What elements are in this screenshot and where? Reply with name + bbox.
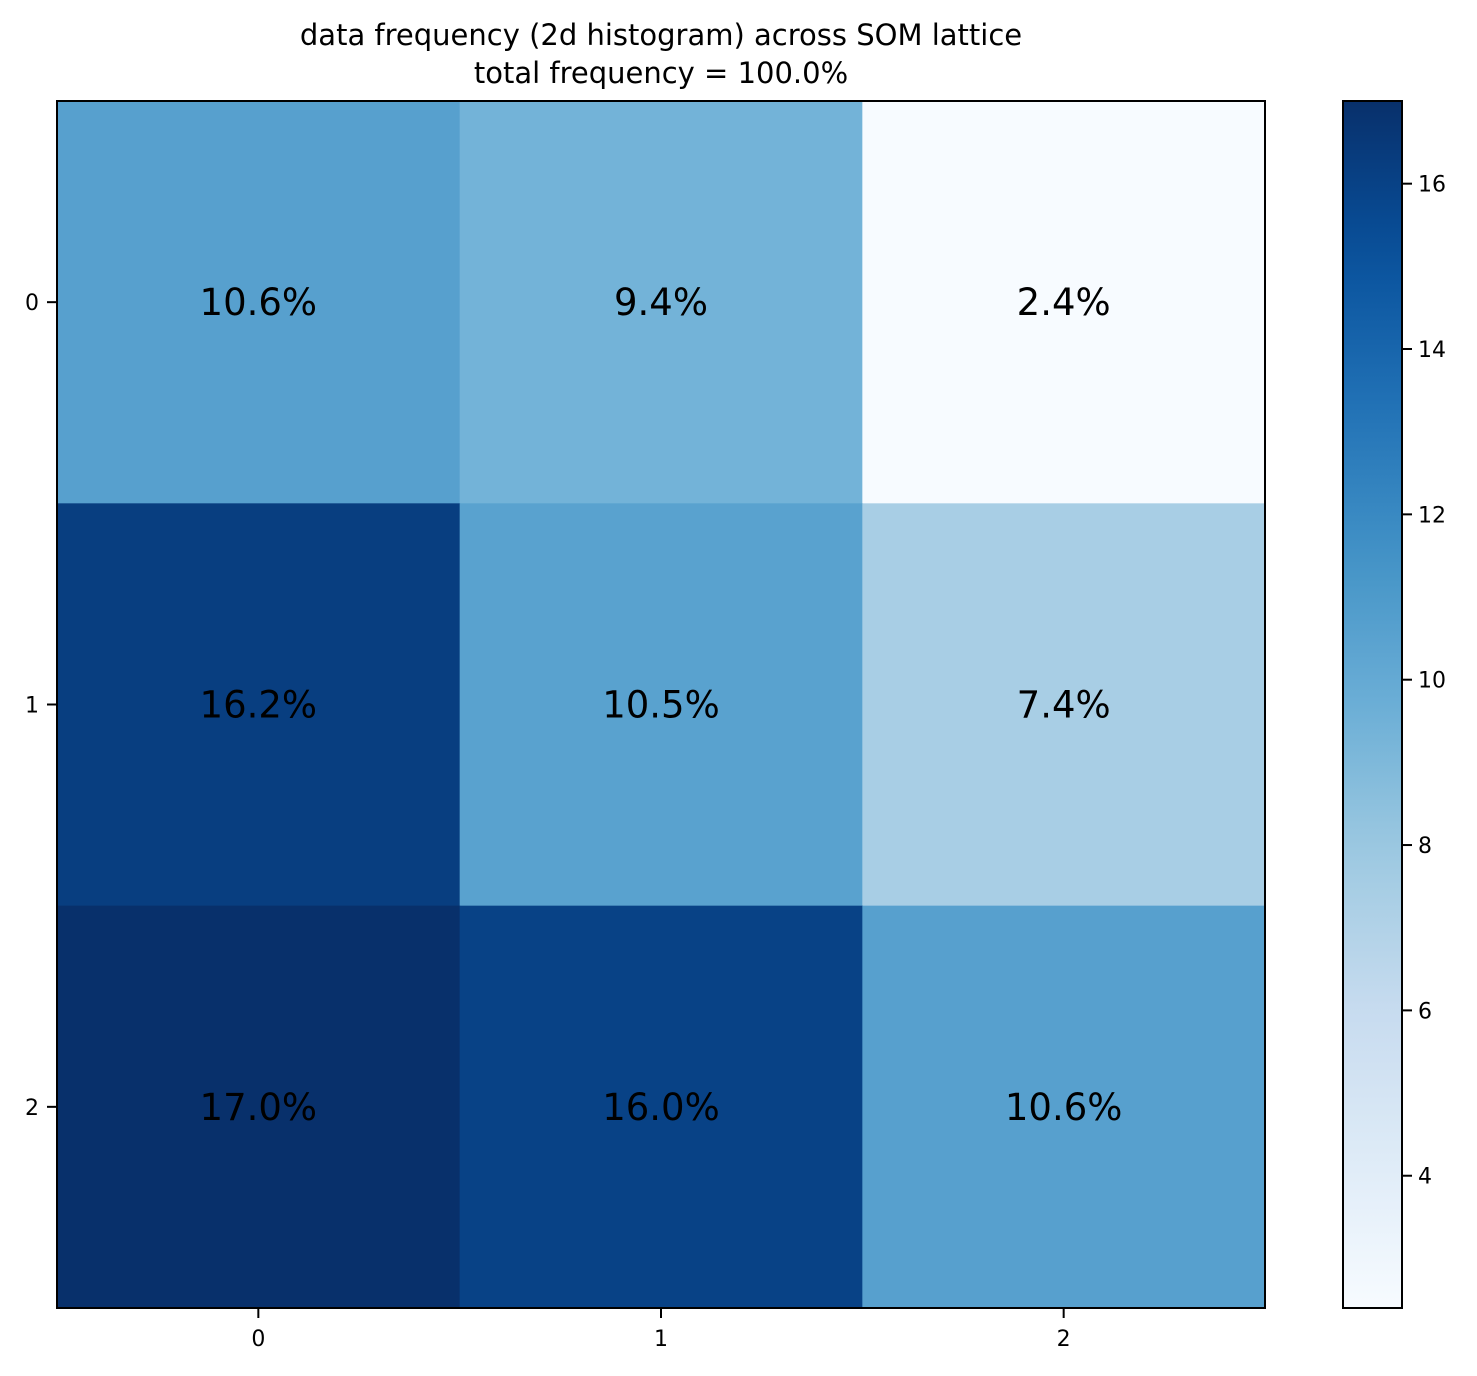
- cell-value-label: 16.2%: [200, 684, 318, 727]
- cell-value-label: 2.4%: [1017, 281, 1111, 324]
- heatmap-cells: [57, 101, 1266, 1309]
- heatmap-cell: [862, 503, 1266, 907]
- heatmap-cell: [459, 101, 863, 504]
- x-tick-label: 1: [654, 1327, 668, 1352]
- cell-value-label: 10.5%: [602, 684, 720, 727]
- cell-value-label: 9.4%: [614, 281, 708, 324]
- heatmap-cell: [862, 905, 1266, 1309]
- colorbar-tick-label: 16: [1418, 173, 1446, 198]
- colorbar-tick-label: 12: [1418, 503, 1446, 528]
- heatmap-cell: [57, 905, 461, 1309]
- colorbar-tick-label: 14: [1418, 338, 1446, 363]
- x-axis-ticks: 0 1 2: [251, 1308, 1071, 1352]
- colorbar: [1342, 100, 1403, 1309]
- cell-value-label: 7.4%: [1017, 684, 1111, 727]
- colorbar-ticks: 4 6 8 10 12 14 16: [1402, 173, 1446, 1190]
- cell-value-label: 10.6%: [200, 281, 318, 324]
- heatmap-cell: [459, 503, 863, 907]
- cell-value-label: 10.6%: [1005, 1086, 1123, 1129]
- heatmap-cell: [57, 503, 461, 907]
- heatmap-cell: [459, 905, 863, 1309]
- colorbar-tick-label: 6: [1418, 999, 1432, 1024]
- x-tick-label: 0: [251, 1327, 265, 1352]
- chart-title: data frequency (2d histogram) across SOM…: [300, 18, 1022, 52]
- heatmap-cell-labels: 10.6% 9.4% 2.4% 16.2% 10.5% 7.4% 17.0% 16.0% 10.…: [200, 281, 1123, 1129]
- y-tick-label: 0: [25, 291, 39, 316]
- x-tick-label: 2: [1057, 1327, 1071, 1352]
- heatmap-cell: [862, 101, 1266, 504]
- heatmap-cell: [57, 101, 461, 504]
- y-tick-label: 1: [25, 694, 39, 719]
- chart-subtitle: total frequency = 100.0%: [474, 56, 848, 90]
- y-tick-label: 2: [25, 1096, 39, 1121]
- colorbar-tick-label: 4: [1418, 1165, 1432, 1190]
- cell-value-label: 17.0%: [200, 1086, 318, 1129]
- colorbar-tick-label: 8: [1418, 834, 1432, 859]
- y-axis-ticks: 0 1 2: [25, 291, 57, 1121]
- cell-value-label: 16.0%: [602, 1086, 720, 1129]
- colorbar-tick-label: 10: [1418, 669, 1446, 694]
